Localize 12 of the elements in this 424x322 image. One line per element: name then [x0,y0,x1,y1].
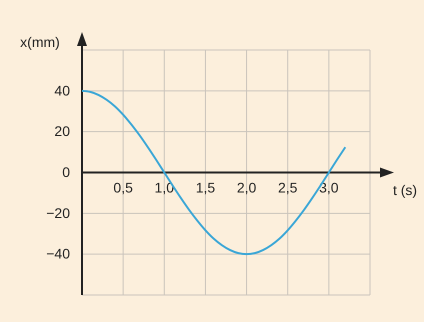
x-tick-label: 0,5 [113,179,134,196]
y-tick-label: −40 [46,246,70,262]
y-tick-label: 0 [62,164,70,180]
y-axis-title: x(mm) [20,34,60,50]
x-tick-label: 2,0 [236,179,257,196]
y-tick-label: −20 [46,204,70,221]
x-tick-label: 2,5 [278,179,298,196]
x-axis-title: t (s) [392,182,418,198]
x-tick-label: 1,5 [196,179,216,196]
y-tick-label: 20 [54,123,70,140]
y-tick-label: 40 [54,82,70,98]
line-series [81,90,346,256]
